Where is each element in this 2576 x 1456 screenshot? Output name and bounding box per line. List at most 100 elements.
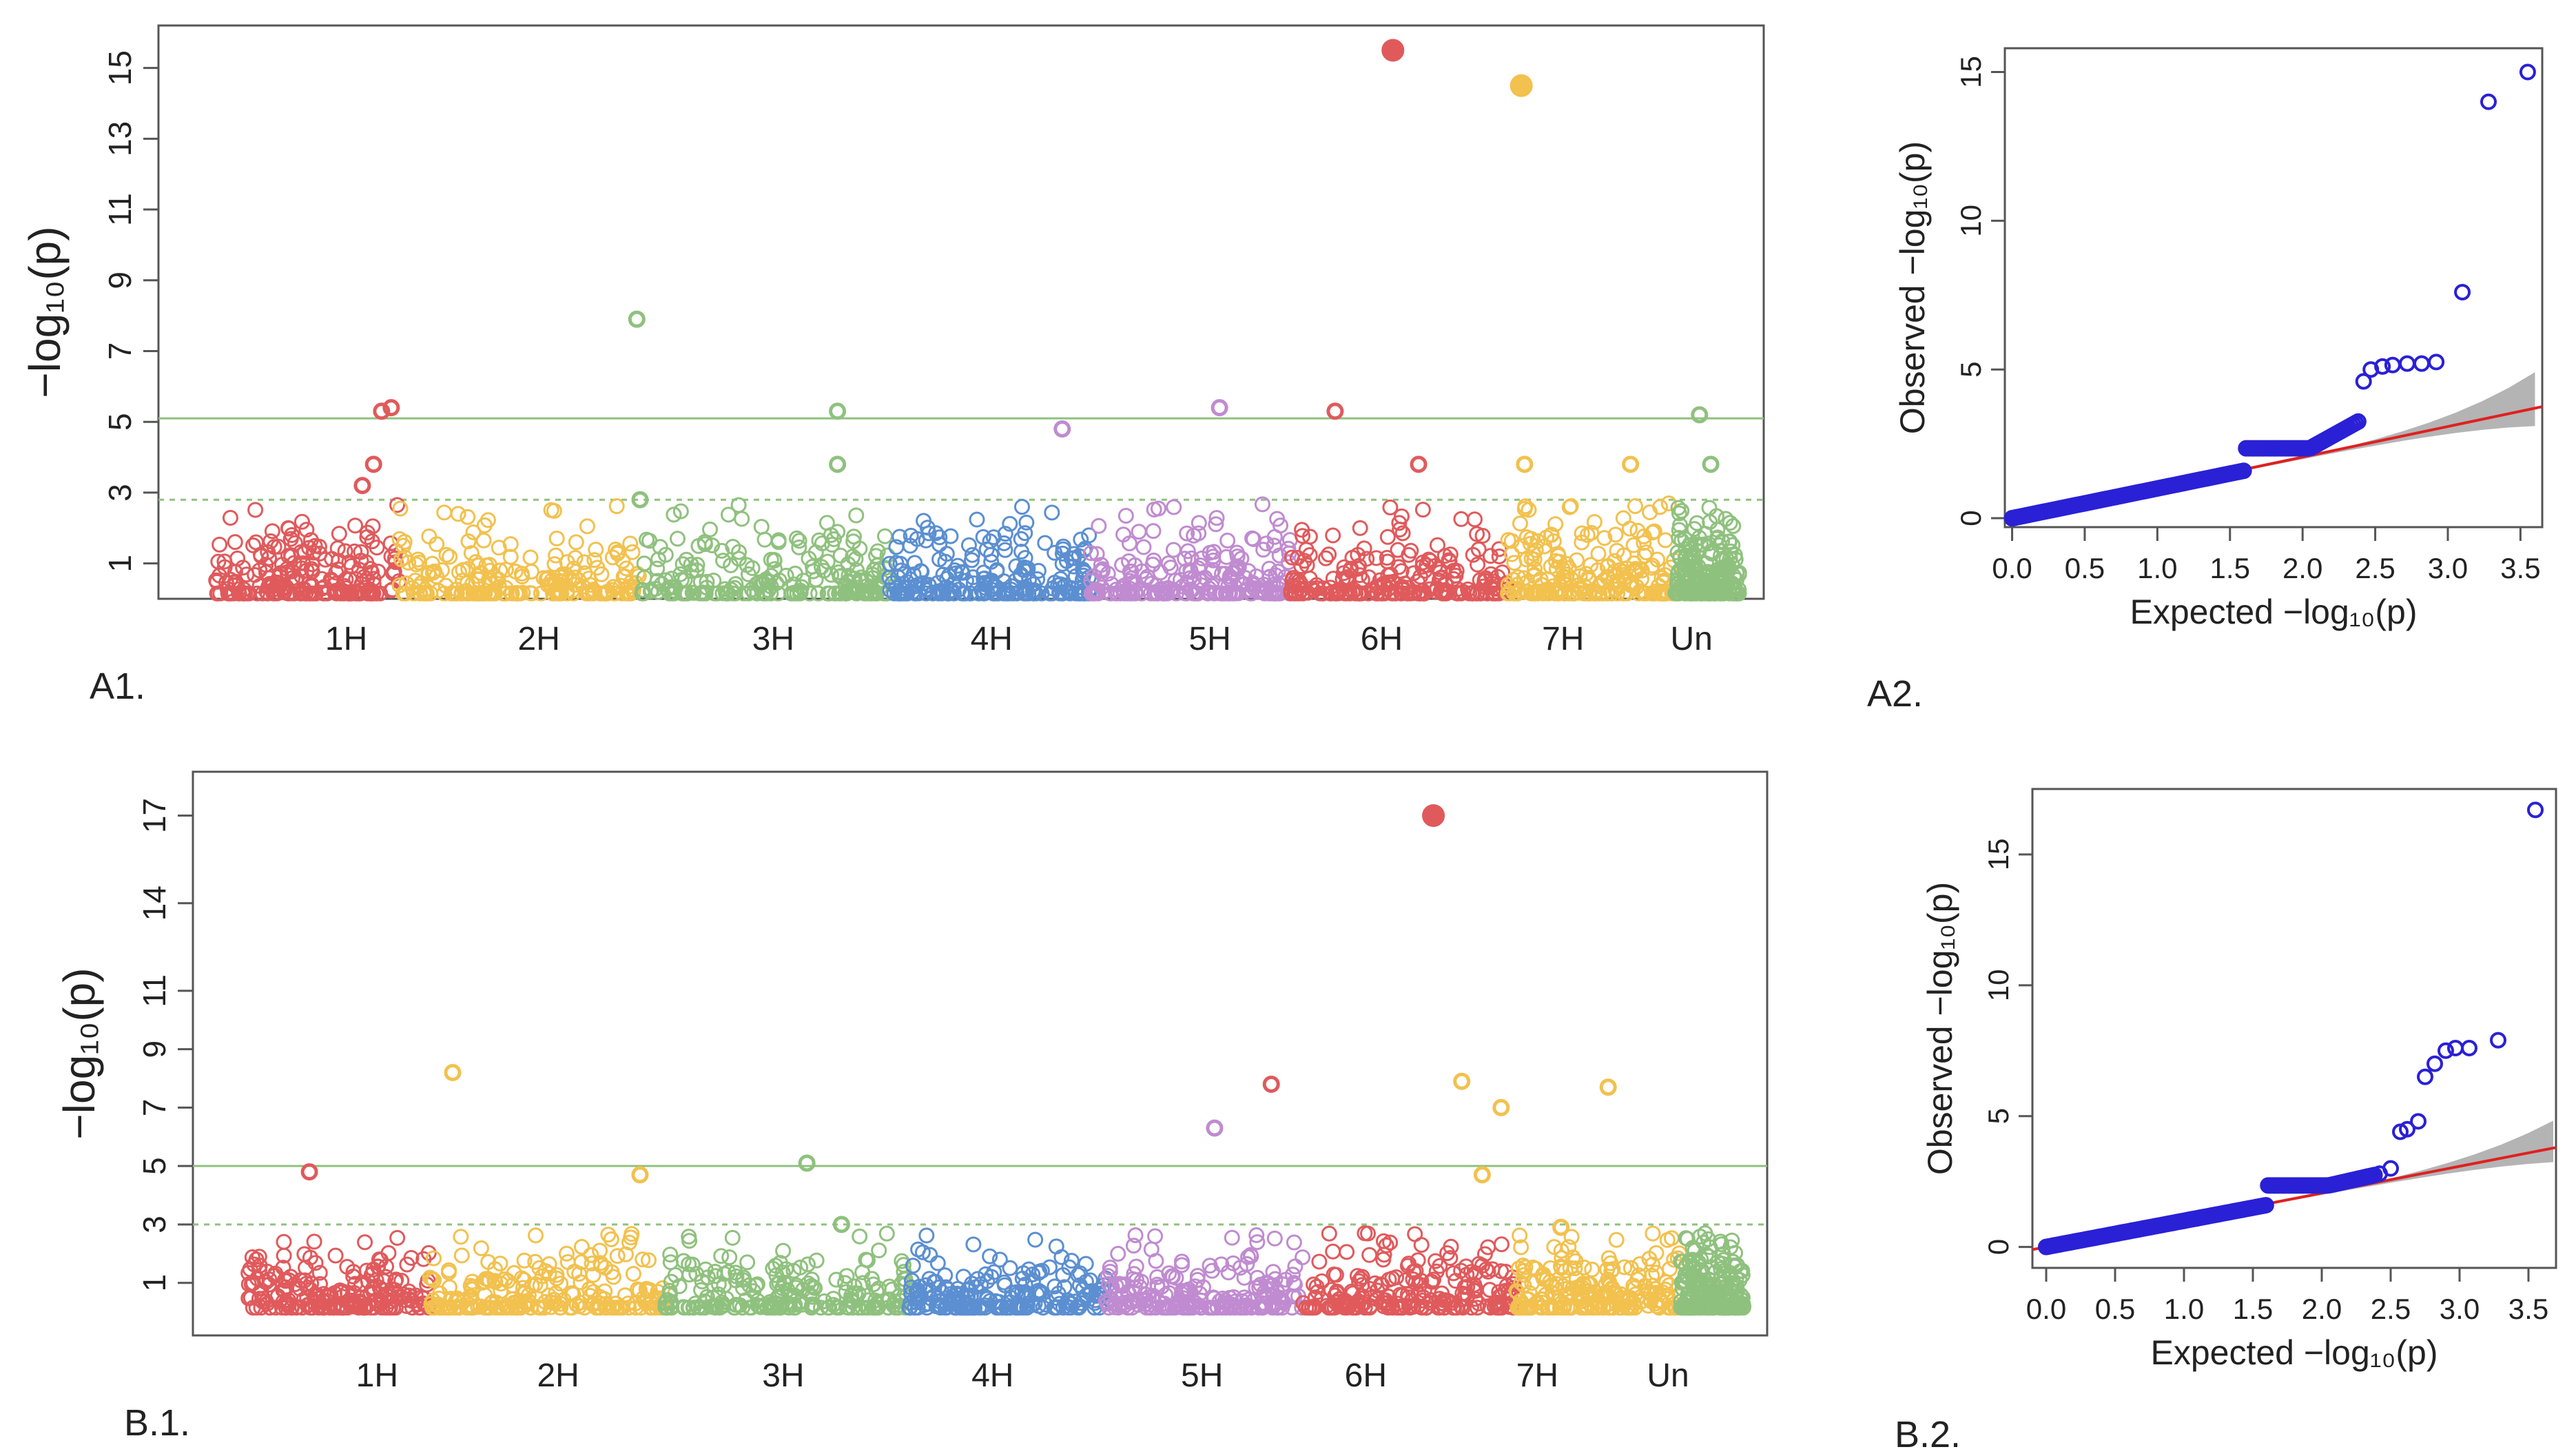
snp-point xyxy=(1261,560,1277,577)
snp-point xyxy=(605,579,621,595)
snp-point xyxy=(440,1264,457,1281)
snp-point xyxy=(705,1290,721,1306)
snp-point xyxy=(586,552,603,568)
snp-point xyxy=(262,533,279,550)
snp-point xyxy=(293,513,310,530)
y-tick-label: 11 xyxy=(102,193,138,226)
snp-point xyxy=(1503,546,1520,562)
snp-point xyxy=(483,575,499,592)
snp-point xyxy=(1393,508,1410,524)
x-tick-label: 0.0 xyxy=(2026,1293,2066,1325)
snp-point xyxy=(1151,500,1167,517)
snp-point xyxy=(1622,455,1640,473)
snp-point xyxy=(615,1300,631,1316)
snp-point xyxy=(493,1283,509,1300)
snp-point xyxy=(1267,585,1284,602)
qq-point xyxy=(2235,462,2252,480)
snp-point xyxy=(1137,1295,1154,1312)
snp-point xyxy=(1547,1300,1564,1316)
snp-point xyxy=(267,1300,284,1316)
snp-point xyxy=(480,572,497,588)
snp-point xyxy=(508,1300,524,1316)
snp-point xyxy=(1480,1263,1496,1280)
snp-point xyxy=(1590,546,1607,562)
snp-point xyxy=(864,585,880,602)
snp-point xyxy=(1463,1300,1479,1316)
snp-point xyxy=(1687,568,1704,584)
x-axis-label: Expected −log₁₀(p) xyxy=(2150,1333,2438,1372)
snp-point xyxy=(1246,580,1262,597)
qq-point xyxy=(2490,1032,2506,1049)
snp-point xyxy=(331,553,347,569)
snp-point xyxy=(1349,1268,1366,1284)
snp-point xyxy=(1675,1273,1691,1289)
snp-point xyxy=(979,1273,996,1289)
snp-point xyxy=(300,585,317,602)
snp-point xyxy=(778,567,794,584)
qq-point xyxy=(2382,1160,2399,1177)
snp-point xyxy=(1625,537,1642,553)
snp-point xyxy=(1321,546,1337,563)
snp-point xyxy=(791,539,807,555)
snp-point xyxy=(756,531,773,548)
snp-point xyxy=(801,551,817,567)
snp-point xyxy=(868,548,885,564)
snp-point xyxy=(1210,399,1228,417)
snp-point xyxy=(1652,499,1669,515)
snp-point xyxy=(965,1236,982,1253)
snp-point xyxy=(1691,406,1709,424)
snp-point xyxy=(1580,570,1597,586)
snp-point xyxy=(663,1273,679,1290)
snp-point xyxy=(482,1272,498,1289)
snp-point xyxy=(465,524,482,540)
snp-point xyxy=(419,585,435,602)
snp-point xyxy=(548,1267,565,1283)
snp-point xyxy=(778,1299,794,1315)
snp-point xyxy=(1147,1228,1164,1244)
snp-point xyxy=(1500,532,1516,548)
snp-point xyxy=(1715,1295,1731,1312)
snp-point xyxy=(1405,1263,1422,1280)
snp-point xyxy=(1701,500,1718,516)
snp-point xyxy=(366,1300,382,1316)
snp-point xyxy=(753,518,770,535)
snp-point xyxy=(1375,1233,1392,1249)
chromosome-label: 1H xyxy=(325,621,367,657)
snp-point xyxy=(878,1225,895,1242)
snp-point xyxy=(1432,564,1448,581)
snp-point xyxy=(1405,565,1422,582)
snp-point xyxy=(229,550,246,566)
snp-point xyxy=(845,584,862,601)
snp-point xyxy=(848,507,865,524)
snp-point xyxy=(1321,1225,1337,1242)
snp-point xyxy=(730,497,747,513)
snp-point xyxy=(931,529,948,546)
snp-point xyxy=(1408,1275,1424,1291)
snp-point xyxy=(1161,1265,1177,1282)
snp-point xyxy=(700,1269,717,1286)
snp-point xyxy=(567,550,584,566)
snp-point xyxy=(403,1250,420,1267)
snp-point xyxy=(1724,1275,1741,1291)
snp-point xyxy=(1266,1230,1283,1247)
snp-point xyxy=(1574,525,1590,542)
snp-point xyxy=(532,1278,548,1294)
snp-point xyxy=(537,1263,554,1280)
snp-point xyxy=(1165,542,1182,558)
snp-point xyxy=(658,1294,674,1311)
snp-point xyxy=(1286,1234,1302,1251)
snp-point xyxy=(1399,585,1416,602)
snp-point xyxy=(914,1244,931,1260)
snp-point xyxy=(1390,542,1406,558)
snp-point xyxy=(1425,1271,1442,1288)
snp-point xyxy=(1476,1246,1493,1262)
snp-point xyxy=(1308,1278,1325,1295)
snp-point xyxy=(464,1279,481,1295)
snp-point xyxy=(617,1246,634,1262)
snp-point xyxy=(789,585,805,602)
panel-label: A2. xyxy=(1867,673,1923,715)
snp-point xyxy=(1047,1278,1063,1295)
snp-point xyxy=(996,1274,1013,1291)
snp-point xyxy=(1013,543,1030,560)
snp-point xyxy=(1326,1266,1342,1282)
